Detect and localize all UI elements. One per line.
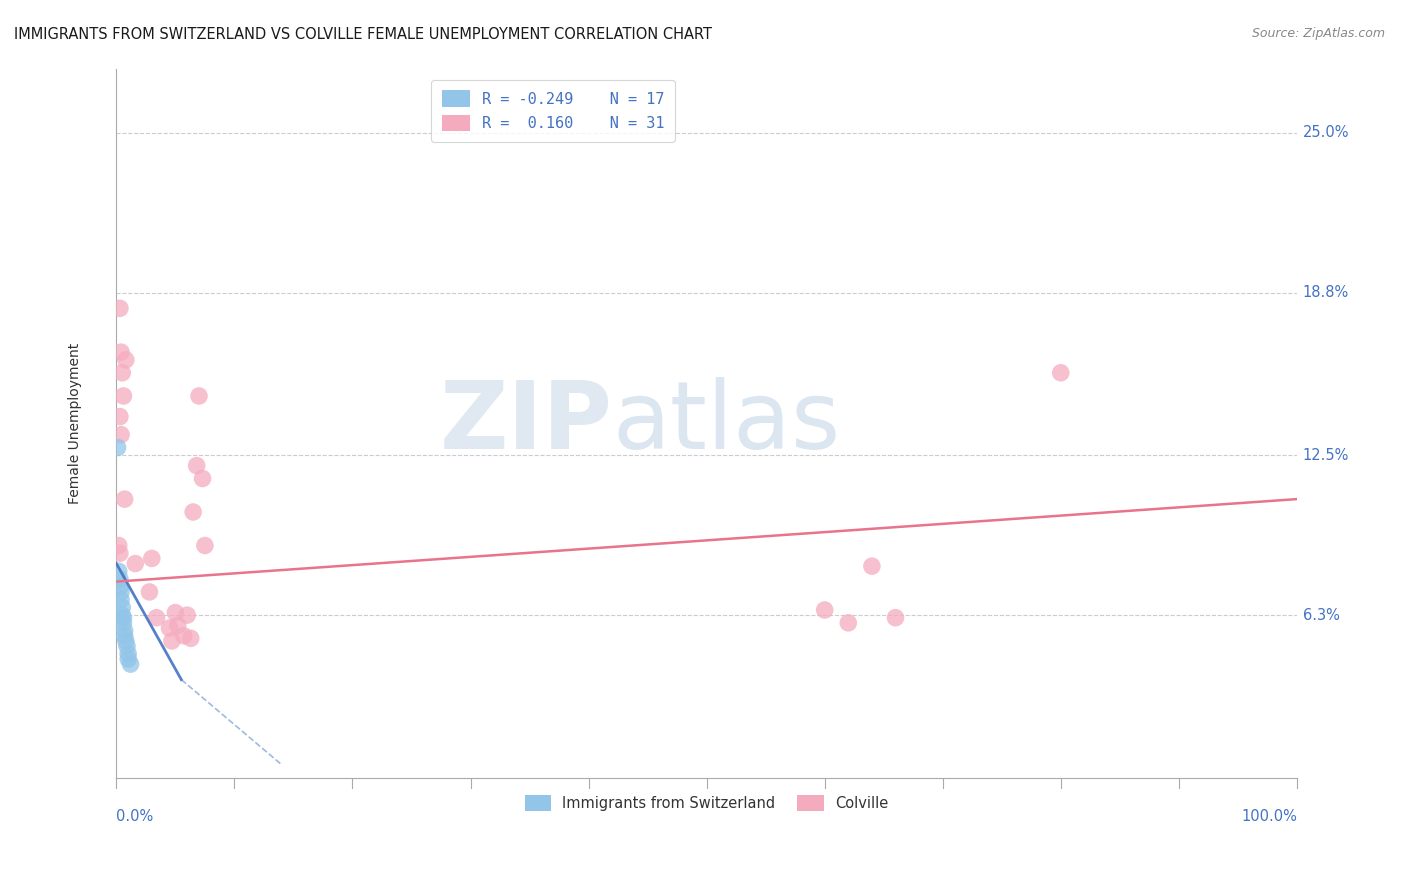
Point	[159, 621, 181, 635]
Legend: Immigrants from Switzerland, Colville: Immigrants from Switzerland, Colville	[516, 787, 897, 820]
Point	[181, 505, 204, 519]
Point	[117, 647, 139, 661]
Text: ZIP: ZIP	[439, 377, 612, 469]
Point	[112, 611, 135, 625]
Point	[145, 611, 167, 625]
Point	[107, 564, 129, 578]
Text: 100.0%: 100.0%	[1241, 809, 1296, 824]
Point	[115, 639, 138, 653]
Text: 18.8%: 18.8%	[1303, 285, 1348, 301]
Point	[107, 539, 129, 553]
Point	[108, 301, 131, 316]
Text: 0.0%: 0.0%	[117, 809, 153, 824]
Point	[120, 657, 142, 672]
Text: 12.5%: 12.5%	[1303, 448, 1350, 463]
Point	[837, 615, 859, 630]
Point	[860, 559, 883, 574]
Text: Source: ZipAtlas.com: Source: ZipAtlas.com	[1251, 27, 1385, 40]
Point	[1049, 366, 1071, 380]
Point	[186, 458, 208, 473]
Point	[124, 557, 146, 571]
Point	[108, 580, 131, 594]
Point	[165, 606, 187, 620]
Point	[114, 492, 136, 507]
Point	[110, 345, 132, 359]
Point	[108, 572, 131, 586]
Text: 25.0%: 25.0%	[1303, 126, 1350, 140]
Text: atlas: atlas	[612, 377, 841, 469]
Point	[112, 389, 135, 403]
Point	[110, 427, 132, 442]
Point	[114, 352, 136, 367]
Point	[111, 600, 134, 615]
Point	[160, 634, 183, 648]
Point	[176, 608, 198, 623]
Point	[110, 592, 132, 607]
Point	[111, 608, 134, 623]
Point	[110, 585, 132, 599]
Point	[138, 585, 160, 599]
Point	[884, 611, 907, 625]
Point	[166, 618, 188, 632]
Point	[180, 632, 202, 646]
Point	[114, 629, 136, 643]
Text: IMMIGRANTS FROM SWITZERLAND VS COLVILLE FEMALE UNEMPLOYMENT CORRELATION CHART: IMMIGRANTS FROM SWITZERLAND VS COLVILLE …	[14, 27, 711, 42]
Text: Female Unemployment: Female Unemployment	[67, 343, 82, 504]
Point	[114, 634, 136, 648]
Point	[188, 389, 211, 403]
Point	[108, 409, 131, 424]
Point	[114, 624, 136, 638]
Point	[191, 471, 214, 485]
Point	[108, 546, 131, 560]
Point	[111, 366, 134, 380]
Point	[194, 539, 217, 553]
Point	[107, 441, 129, 455]
Point	[117, 652, 139, 666]
Point	[173, 629, 195, 643]
Text: 6.3%: 6.3%	[1303, 607, 1340, 623]
Point	[141, 551, 163, 566]
Point	[814, 603, 837, 617]
Point	[112, 615, 135, 630]
